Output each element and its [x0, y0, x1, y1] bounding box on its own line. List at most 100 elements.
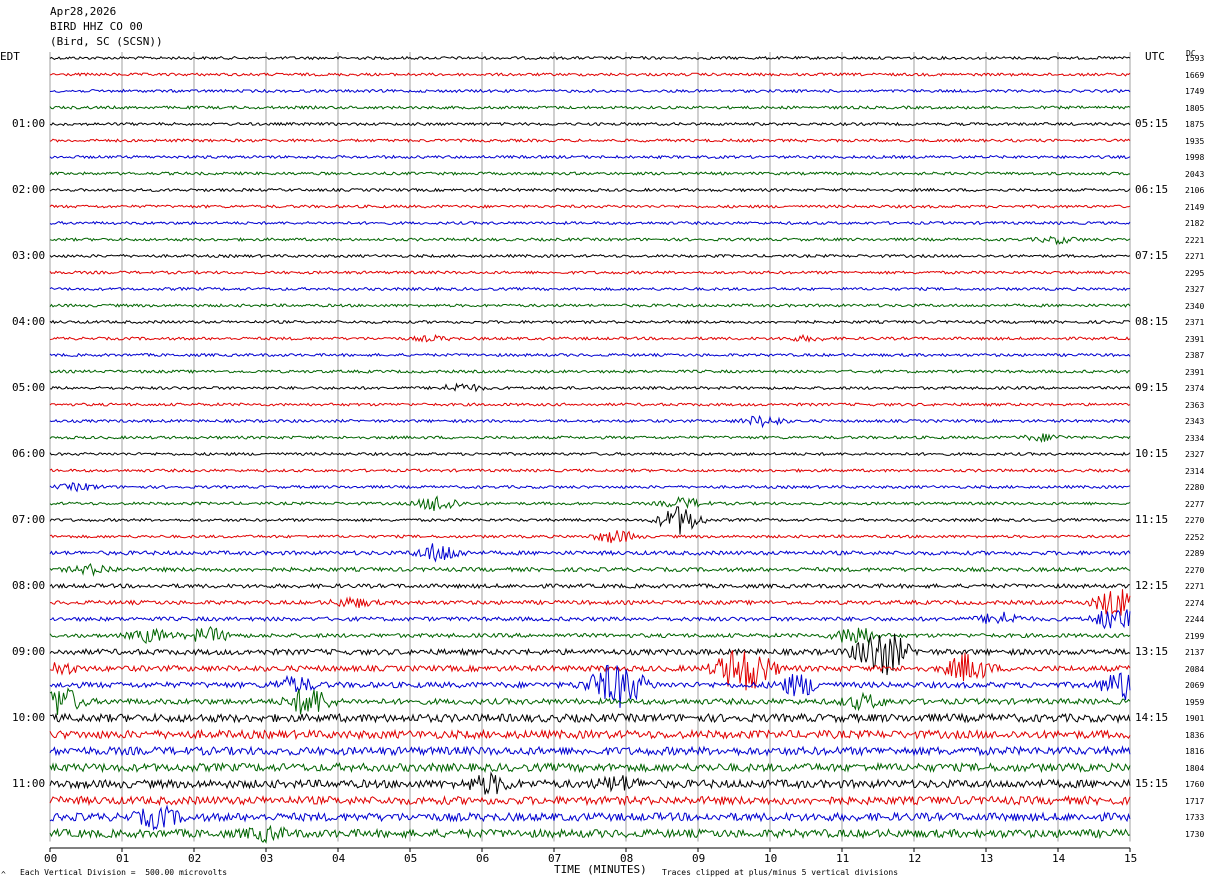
left-hour-label: 05:00: [12, 381, 46, 394]
left-hour-label: 01:00: [12, 117, 46, 130]
seismic-trace: [49, 121, 1131, 127]
right-hour-label: 07:15: [1135, 249, 1169, 262]
dc-value: 1669: [1185, 70, 1205, 80]
right-hour-label: 08:15: [1135, 315, 1169, 328]
dc-value: 2327: [1185, 450, 1205, 459]
x-tick-label: 14: [1052, 852, 1066, 865]
seismic-trace: [49, 451, 1131, 457]
seismic-trace: [49, 650, 1131, 691]
x-tick-label: 06: [476, 852, 490, 865]
seismic-trace: [49, 745, 1131, 757]
dc-value: 2149: [1185, 202, 1205, 212]
right-hour-label: 10:15: [1135, 447, 1169, 460]
dc-value: 2270: [1185, 516, 1205, 525]
dc-value: 1749: [1185, 87, 1205, 96]
seismic-trace: [49, 687, 1131, 715]
right-hour-label: 15:15: [1135, 777, 1169, 790]
x-tick-label: 12: [908, 852, 922, 865]
dc-value: 2221: [1185, 235, 1205, 245]
seismic-trace: [49, 414, 1131, 429]
minute-grid: [49, 52, 1131, 852]
x-tick-label: 01: [116, 852, 130, 865]
seismic-trace: [49, 220, 1131, 226]
seismic-trace: [49, 319, 1131, 325]
right-hour-label: 09:15: [1135, 381, 1169, 394]
right-hour-label: 12:15: [1135, 579, 1169, 592]
seismic-trace: [49, 495, 1131, 511]
seismic-trace: [49, 794, 1131, 807]
dc-value: 2106: [1185, 186, 1205, 195]
dc-value: 2391: [1185, 367, 1205, 377]
seismic-trace: [49, 204, 1131, 209]
dc-value: 1816: [1185, 747, 1205, 756]
dc-value: 1836: [1185, 730, 1205, 740]
left-zone-label: EDT: [0, 50, 20, 63]
dc-value: 2334: [1185, 433, 1205, 443]
seismic-trace: [49, 582, 1130, 590]
scale-note: Each Vertical Division = 500.00 microvol…: [20, 868, 228, 877]
left-hour-label: 07:00: [12, 513, 46, 526]
seismic-trace: [49, 303, 1131, 308]
x-tick-label: 03: [260, 852, 274, 865]
dc-value: 1760: [1185, 780, 1205, 789]
dc-value: 2271: [1185, 252, 1205, 261]
x-tick-label: 13: [980, 852, 994, 865]
left-hour-label: 04:00: [12, 315, 46, 328]
seismic-trace: [49, 105, 1131, 110]
seismic-trace: [49, 235, 1131, 246]
dc-value: 2340: [1185, 301, 1205, 311]
dc-value: 2069: [1185, 681, 1205, 690]
seismic-trace: [49, 55, 1131, 61]
dc-value: 1935: [1185, 136, 1205, 146]
seismic-trace: [49, 352, 1131, 358]
dc-label: DC: [1186, 49, 1196, 58]
seismic-trace: [49, 609, 1131, 630]
dc-value: 2137: [1185, 648, 1205, 657]
x-tick-label: 07: [548, 852, 562, 865]
seismic-trace: [49, 88, 1131, 94]
dc-value: 2314: [1185, 466, 1205, 476]
x-tick-label: 11: [836, 852, 850, 865]
dc-value: 2084: [1185, 664, 1205, 674]
left-hour-label: 09:00: [12, 645, 46, 658]
x-tick-label: 08: [620, 852, 634, 865]
dc-value: 2391: [1185, 334, 1205, 344]
seismic-trace: [49, 824, 1131, 844]
clip-note: Traces clipped at plus/minus 5 vertical …: [662, 868, 899, 877]
dc-value: 2371: [1185, 318, 1205, 327]
seismic-trace: [49, 154, 1131, 160]
left-hour-label: 06:00: [12, 447, 46, 460]
seismic-trace: [50, 589, 1131, 616]
seismic-trace: [49, 506, 1131, 535]
dc-value: 2244: [1185, 615, 1205, 624]
dc-value: 1998: [1185, 153, 1205, 162]
header-location: (Bird, SC (SCSN)): [50, 35, 163, 48]
dc-value: 2252: [1185, 532, 1205, 542]
seismic-trace: [49, 543, 1131, 563]
header-station: BIRD HHZ CO 00: [50, 20, 143, 33]
x-tick-label: 15: [1124, 852, 1138, 865]
dc-value: 1901: [1185, 714, 1205, 723]
dc-value: 2270: [1185, 565, 1205, 575]
seismic-trace: [49, 187, 1131, 193]
seismic-trace: [49, 625, 1131, 646]
right-hour-label: 11:15: [1135, 513, 1169, 526]
seismic-trace: [49, 633, 1131, 676]
dc-value: 1959: [1185, 697, 1205, 707]
left-hour-label: 03:00: [12, 249, 46, 262]
dc-value: 2327: [1185, 285, 1205, 294]
dc-value: 1733: [1185, 813, 1205, 822]
dc-value: 2343: [1185, 417, 1205, 426]
dc-value: 1730: [1185, 829, 1205, 839]
seismic-trace: [49, 482, 1131, 493]
left-hour-label: 02:00: [12, 183, 46, 196]
dc-value: 2295: [1185, 268, 1205, 278]
right-hour-label: 14:15: [1135, 711, 1169, 724]
dc-value: 2271: [1185, 582, 1205, 591]
x-tick-label: 02: [188, 852, 202, 865]
x-axis-label: TIME (MINUTES): [554, 863, 647, 876]
left-hour-label: 10:00: [12, 711, 46, 724]
seismic-trace: [49, 253, 1131, 259]
dc-value: 2387: [1185, 351, 1205, 360]
